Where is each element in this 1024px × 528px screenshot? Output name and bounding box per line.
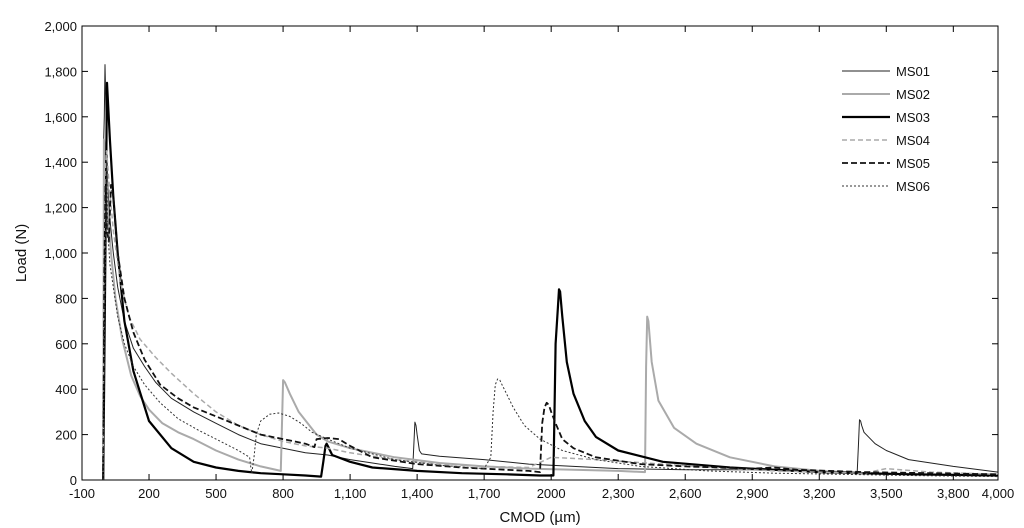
x-tick-label: -100 bbox=[69, 486, 95, 501]
x-tick-label: 2,600 bbox=[669, 486, 702, 501]
legend: MS01 MS02 MS03 MS04 MS05 MS06 bbox=[836, 58, 978, 202]
x-tick-label: 2000 bbox=[537, 486, 566, 501]
legend-label-ms05: MS05 bbox=[896, 156, 930, 171]
x-tick-label: 800 bbox=[272, 486, 294, 501]
x-tick-label: 3,800 bbox=[937, 486, 970, 501]
y-tick-label: 0 bbox=[70, 473, 77, 488]
y-axis-title: Load (N) bbox=[13, 224, 30, 282]
y-tick-label: 1,200 bbox=[44, 201, 77, 216]
y-tick-label: 1,400 bbox=[44, 155, 77, 170]
y-tick-label: 1,600 bbox=[44, 110, 77, 125]
x-axis-title: CMOD (µm) bbox=[499, 509, 580, 526]
y-tick-label: 1,800 bbox=[44, 64, 77, 79]
legend-label-ms04: MS04 bbox=[896, 133, 930, 148]
y-axis-ticks: 0 200 400 600 800 1,000 1,200 1,400 1,600 1,800 2,… bbox=[44, 19, 998, 488]
y-tick-label: 1,000 bbox=[44, 246, 77, 261]
legend-label-ms01: MS01 bbox=[896, 64, 930, 79]
legend-label-ms02: MS02 bbox=[896, 87, 930, 102]
x-tick-label: 1,700 bbox=[468, 486, 501, 501]
y-tick-label: 200 bbox=[55, 428, 77, 443]
series-line-ms05 bbox=[102, 184, 999, 481]
x-tick-label: 2,300 bbox=[602, 486, 635, 501]
series-layer bbox=[102, 64, 999, 481]
x-tick-label: 1,100 bbox=[334, 486, 367, 501]
legend-box bbox=[836, 58, 978, 202]
series-line-ms04 bbox=[102, 150, 999, 481]
y-tick-label: 600 bbox=[55, 337, 77, 352]
x-tick-label: 500 bbox=[205, 486, 227, 501]
y-tick-label: 2,000 bbox=[44, 19, 77, 34]
y-tick-label: 400 bbox=[55, 382, 77, 397]
x-tick-label: 200 bbox=[138, 486, 160, 501]
x-tick-label: 3,200 bbox=[803, 486, 836, 501]
legend-label-ms06: MS06 bbox=[896, 179, 930, 194]
series-line-ms03 bbox=[102, 81, 999, 481]
x-tick-label: 4,000 bbox=[982, 486, 1015, 501]
x-tick-label: 2,900 bbox=[736, 486, 769, 501]
y-tick-label: 800 bbox=[55, 291, 77, 306]
legend-label-ms03: MS03 bbox=[896, 110, 930, 125]
x-tick-label: 1,400 bbox=[401, 486, 434, 501]
x-axis-ticks: -100 200 500 800 1,100 1,400 1,700 2000 2,300 2,6… bbox=[69, 26, 1014, 501]
series-line-ms06 bbox=[102, 161, 999, 481]
series-line-ms01 bbox=[102, 64, 999, 481]
series-line-ms02 bbox=[102, 138, 999, 481]
x-tick-label: 3,500 bbox=[870, 486, 903, 501]
